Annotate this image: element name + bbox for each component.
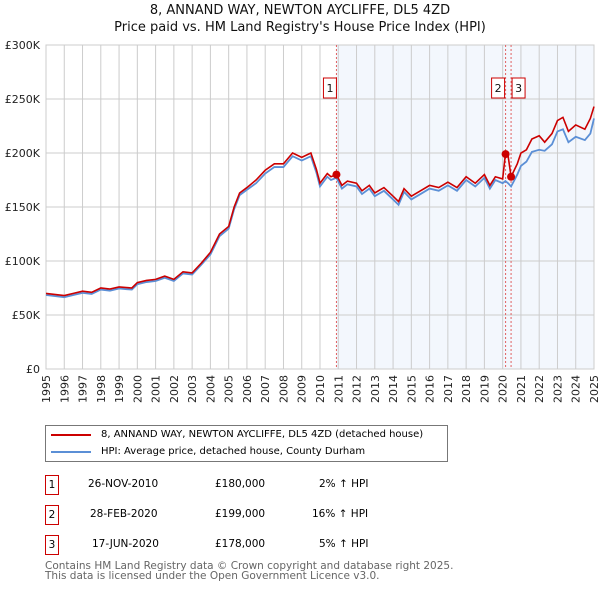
date: 28-FEB-2020 [90,508,158,520]
marker-badge: 1 [45,475,59,495]
x-tick-label: 2019 [478,375,491,403]
sale-label-box [322,77,337,99]
x-tick-label: 2003 [186,375,199,403]
hpi-change: 16% ↑ HPI [312,508,369,520]
y-tick-label: £100K [5,255,41,268]
hpi-change: 5% ↑ HPI [319,538,369,550]
marker-badge: 3 [45,535,59,555]
legend-swatch-blue [51,450,91,453]
y-tick-label: £150K [5,201,41,214]
x-tick-label: 2015 [405,375,418,403]
x-tick-label: 2024 [570,375,583,403]
x-tick-label: 2022 [533,375,546,403]
y-tick-label: £250K [5,93,41,106]
x-tick-label: 2000 [131,375,144,403]
x-tick-label: 2023 [551,375,564,403]
x-tick-label: 2008 [277,375,290,403]
x-tick-label: 2009 [296,375,309,403]
sale-point [332,170,341,179]
price: £180,000 [215,478,266,490]
transaction-row: 2 28-FEB-2020 £199,000 16% ↑ HPI [45,505,445,525]
footer: Contains HM Land Registry data © Crown c… [45,560,454,582]
x-tick-label: 2010 [314,375,327,403]
hpi-change: 2% ↑ HPI [319,478,369,490]
date: 26-NOV-2010 [88,478,159,490]
footer-line: This data is licensed under the Open Gov… [45,570,380,582]
sale-point [507,172,516,181]
sale-label: 2 [495,82,502,95]
series-line-hpi [45,118,595,299]
marker-badge: 2 [45,505,59,525]
x-tick-label: 2006 [241,375,254,403]
chart-title: 8, ANNAND WAY, NEWTON AYCLIFFE, DL5 4ZD [149,3,451,18]
y-tick-label: £200K [5,147,41,160]
series-line-property [45,106,595,297]
x-tick-label: 2001 [150,375,163,403]
price: £178,000 [215,538,266,550]
legend-item-property: 8, ANNAND WAY, NEWTON AYCLIFFE, DL5 4ZD … [51,429,423,440]
chart-subtitle: Price paid vs. HM Land Registry's House … [114,20,486,35]
x-tick-label: 2011 [332,375,345,403]
legend-label: HPI: Average price, detached house, Coun… [101,446,366,457]
y-tick-label: £50K [12,309,41,322]
x-tick-label: 2013 [369,375,382,403]
legend-label: 8, ANNAND WAY, NEWTON AYCLIFFE, DL5 4ZD … [101,429,424,440]
sale-label-box [511,77,526,99]
x-tick-label: 1996 [58,375,71,403]
x-tick-label: 1998 [95,375,108,403]
x-tick-label: 2021 [515,375,528,403]
y-tick-label: £0 [26,363,40,376]
x-tick-label: 2002 [168,375,181,403]
x-tick-label: 2017 [442,375,455,403]
legend-swatch-red [51,433,91,436]
footer-line: Contains HM Land Registry data © Crown c… [45,560,454,572]
date: 17-JUN-2020 [92,538,159,550]
plot-frame [45,44,595,370]
sale-point [501,150,510,159]
transaction-row: 1 26-NOV-2010 £180,000 2% ↑ HPI [45,475,445,495]
sale-label: 1 [326,82,333,95]
x-tick-label: 1997 [77,375,90,403]
y-tick-label: £300K [5,39,41,52]
x-tick-label: 1995 [40,375,53,403]
x-tick-label: 1999 [113,375,126,403]
x-tick-label: 2018 [460,375,473,403]
x-tick-label: 2004 [204,375,217,403]
sale-label: 3 [515,82,522,95]
x-tick-label: 2016 [424,375,437,403]
x-tick-label: 2025 [588,375,600,403]
sale-label-box [491,77,506,99]
price: £199,000 [215,508,266,520]
x-tick-label: 2012 [351,375,364,403]
x-tick-label: 2014 [387,375,400,403]
legend: 8, ANNAND WAY, NEWTON AYCLIFFE, DL5 4ZD … [45,425,448,462]
transaction-row: 3 17-JUN-2020 £178,000 5% ↑ HPI [45,535,445,555]
price-chart: 1995 1996 1997 1998 1999 2000 2001 2002 2003 2004… [5,39,600,403]
legend-item-hpi: HPI: Average price, detached house, Coun… [51,446,365,457]
x-tick-label: 2007 [259,375,272,403]
x-tick-label: 2005 [223,375,236,403]
x-tick-label: 2020 [497,375,510,403]
